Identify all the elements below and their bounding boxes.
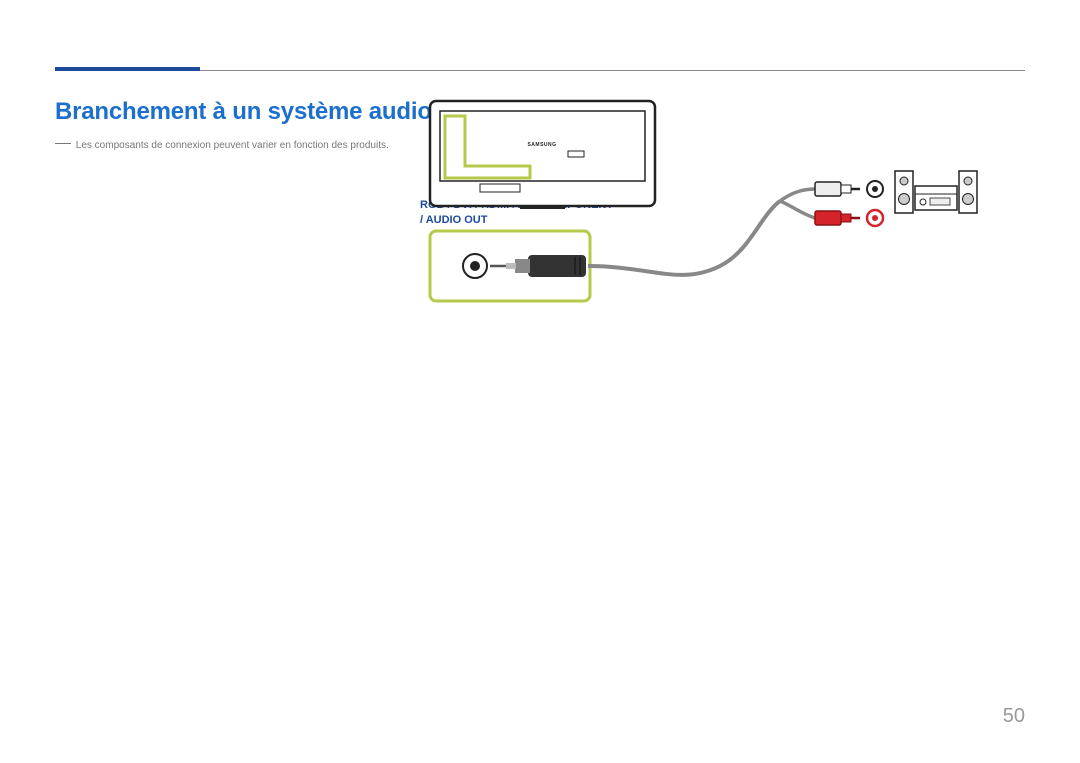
audio-system-icon — [895, 171, 977, 213]
manual-page: Branchement à un système audio Les compo… — [0, 0, 1080, 763]
cable-red-branch-icon — [780, 201, 815, 218]
monitor-brand-text: SAMSUNG — [527, 142, 556, 148]
monitor-back-icon: SAMSUNG — [430, 101, 655, 209]
accent-bar — [55, 67, 200, 71]
top-rule — [55, 70, 1025, 71]
footnote-text: Les composants de connexion peuvent vari… — [76, 140, 389, 151]
rca-white-plug-icon — [815, 182, 860, 196]
audio-out-closeup-icon — [430, 231, 590, 301]
rca-red-target-icon — [867, 210, 883, 226]
connection-diagram: SAMSUNG — [420, 96, 980, 316]
cable-white-branch-icon — [780, 189, 815, 201]
cable-main-icon — [588, 201, 780, 275]
page-number: 50 — [1003, 705, 1025, 728]
section-heading: Branchement à un système audio — [55, 98, 432, 126]
footnote: Les composants de connexion peuvent vari… — [55, 140, 389, 151]
footnote-dash-icon — [55, 143, 71, 144]
rca-white-target-icon — [867, 181, 883, 197]
rca-red-plug-icon — [815, 211, 860, 225]
